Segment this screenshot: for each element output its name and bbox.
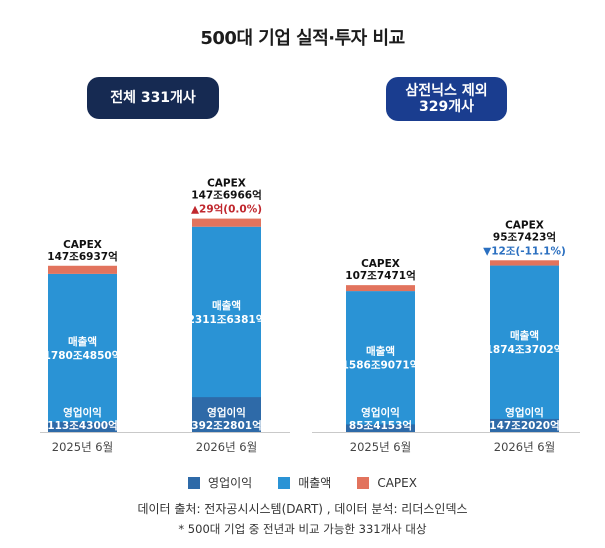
panel-label-all-text: 전체 331개사 bbox=[110, 90, 196, 106]
legend-label-capex: CAPEX bbox=[377, 475, 417, 490]
bar-operating-profit-g1-b2 bbox=[192, 397, 261, 432]
label-op-name-g1-b2: 영업이익 bbox=[207, 406, 246, 419]
bar-operating-profit-g2-b2 bbox=[490, 418, 559, 432]
bar-revenue-g1-b1 bbox=[48, 273, 117, 432]
legend: 영업이익 매출액 CAPEX bbox=[0, 474, 605, 491]
bar-revenue-g2-b1 bbox=[346, 291, 415, 432]
label-capex-change-g2-b2: ▼12조(-11.1%) bbox=[483, 245, 566, 257]
footnote: * 500대 기업 중 전년과 비교 가능한 331개사 대상 bbox=[178, 522, 427, 536]
x-tick-label-g1-b1: 2025년 6월 bbox=[52, 440, 113, 454]
label-revenue-value-g1-b1: 1780조4850억 bbox=[44, 350, 122, 362]
label-revenue-name-g2-b2: 매출액 bbox=[510, 329, 539, 342]
label-capex-value-g2-b2: 95조7423억 bbox=[493, 231, 556, 243]
label-revenue-value-g2-b1: 1586조9071억 bbox=[342, 360, 420, 372]
x-tick-label-g2-b1: 2025년 6월 bbox=[350, 440, 411, 454]
legend-item-capex: CAPEX bbox=[357, 474, 417, 491]
label-capex-change-g1-b2: ▲29억(0.0%) bbox=[191, 204, 262, 216]
bar-capex-g1-b1 bbox=[48, 265, 117, 274]
label-revenue-name-g2-b1: 매출액 bbox=[366, 345, 395, 358]
bar-operating-profit-g1-b1 bbox=[48, 421, 117, 432]
label-revenue-value-g2-b2: 1874조3702억 bbox=[486, 344, 564, 356]
label-capex-title-g2-b1: CAPEX bbox=[361, 258, 400, 270]
x-tick-label-g1-b2: 2026년 6월 bbox=[196, 440, 257, 454]
chart-title: 500대 기업 실적·투자 비교 bbox=[200, 28, 405, 49]
label-capex-title-g1-b2: CAPEX bbox=[207, 178, 246, 190]
panel-label-excluding-line2: 329개사 bbox=[419, 99, 474, 115]
label-revenue-name-g1-b2: 매출액 bbox=[212, 299, 241, 312]
legend-swatch-capex bbox=[357, 476, 370, 489]
panel-label-all: 전체 331개사 bbox=[87, 77, 219, 119]
bar-revenue-g2-b2 bbox=[490, 265, 559, 432]
legend-item-operating-profit: 영업이익 bbox=[188, 474, 252, 491]
legend-swatch-operating-profit bbox=[188, 476, 201, 489]
label-op-name-g2-b1: 영업이익 bbox=[361, 406, 400, 419]
legend-swatch-revenue bbox=[278, 476, 291, 489]
panel-label-excluding: 삼전닉스 제외 329개사 bbox=[386, 77, 507, 121]
legend-label-revenue: 매출액 bbox=[298, 476, 332, 490]
label-capex-value-g2-b1: 107조7471억 bbox=[345, 270, 415, 282]
label-revenue-value-g1-b2: 2311조6381억 bbox=[188, 314, 266, 326]
x-tick-label-g2-b2: 2026년 6월 bbox=[494, 440, 555, 454]
label-op-value-g1-b2: 392조2801억 bbox=[191, 420, 261, 432]
label-revenue-name-g1-b1: 매출액 bbox=[68, 335, 97, 348]
bar-capex-g2-b2 bbox=[490, 260, 559, 266]
label-op-value-g2-b1: 85조4153억 bbox=[349, 420, 412, 432]
label-op-name-g1-b1: 영업이익 bbox=[63, 406, 102, 419]
label-capex-value-g1-b2: 147조6966억 bbox=[191, 190, 261, 202]
bar-capex-g2-b1 bbox=[346, 285, 415, 292]
bar-operating-profit-g2-b1 bbox=[346, 424, 415, 432]
label-capex-value-g1-b1: 147조6937억 bbox=[47, 251, 117, 263]
bar-capex-g1-b2 bbox=[192, 218, 261, 227]
legend-item-revenue: 매출액 bbox=[278, 474, 331, 491]
label-op-value-g1-b1: 113조4300억 bbox=[47, 420, 117, 432]
source-line: 데이터 출처: 전자공시시스템(DART) , 데이터 분석: 리더스인덱스 bbox=[137, 502, 468, 516]
label-op-value-g2-b2: 147조2020억 bbox=[489, 420, 559, 432]
label-capex-title-g2-b2: CAPEX bbox=[505, 219, 544, 231]
label-op-name-g2-b2: 영업이익 bbox=[505, 406, 544, 419]
legend-label-operating-profit: 영업이익 bbox=[208, 476, 253, 490]
panel-label-excluding-line1: 삼전닉스 제외 bbox=[405, 83, 488, 99]
label-capex-title-g1-b1: CAPEX bbox=[63, 239, 102, 251]
